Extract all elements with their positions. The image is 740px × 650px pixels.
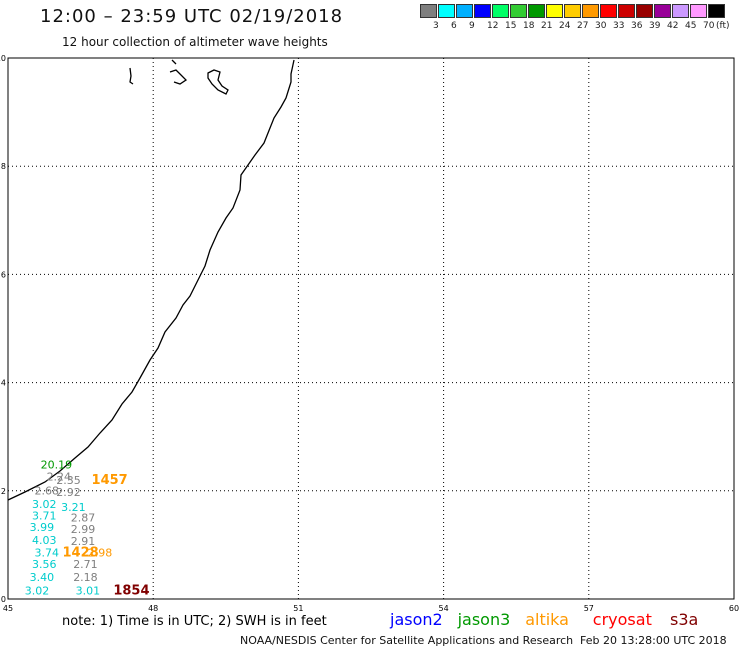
wave-height-label: 3.56	[32, 558, 57, 571]
satellite-cryosat: cryosat	[592, 610, 652, 629]
y-tick-label: 6	[1, 270, 6, 279]
wave-height-label: 3.02	[32, 498, 57, 511]
wave-height-label: 2.24	[47, 471, 72, 484]
satellite-jason3: jason3	[457, 610, 511, 629]
wave-height-label: 3.40	[30, 571, 55, 584]
legend-swatch	[690, 4, 707, 18]
legend-unit: (ft)	[716, 21, 730, 31]
legend-swatch	[492, 4, 509, 18]
legend-swatch	[528, 4, 545, 18]
legend-label: 42	[667, 21, 679, 31]
graticule	[8, 58, 734, 599]
x-tick-label: 54	[439, 604, 449, 613]
wave-height-label: 1457	[92, 473, 128, 488]
legend-label: 12	[487, 21, 499, 31]
y-tick-label: 10	[0, 54, 6, 63]
x-tick-label: 51	[293, 604, 303, 613]
legend-swatch	[546, 4, 563, 18]
wave-height-label: 2.71	[73, 558, 98, 571]
satellite-s3a: s3a	[670, 610, 699, 629]
legend-label: 18	[523, 21, 535, 31]
wave-height-label: 1854	[113, 584, 149, 599]
wave-height-label: 2.99	[71, 523, 96, 536]
wave-height-label: 3.01	[76, 585, 101, 598]
island-2	[169, 59, 188, 85]
chart-title: 12:00 – 23:59 UTC 02/19/2018	[40, 6, 344, 27]
legend-swatch	[564, 4, 581, 18]
legend-label: 30	[595, 21, 607, 31]
legend-label: 21	[541, 21, 553, 31]
plot-border	[7, 57, 735, 600]
x-tick-label: 57	[584, 604, 594, 613]
wave-height-label: 1428	[63, 545, 99, 560]
legend-label: 15	[505, 21, 517, 31]
legend-label: 33	[613, 21, 625, 31]
wave-height-label: 2.98	[88, 546, 113, 559]
legend-swatch	[474, 4, 491, 18]
wave-height-label: 2.92	[56, 486, 81, 499]
footer-note: note: 1) Time is in UTC; 2) SWH is in fe…	[62, 614, 327, 629]
legend-label: 70	[703, 21, 715, 31]
y-tick-label: 4	[1, 379, 6, 388]
axis-labels: 45 48 51 54 57 60 0 2 4 6 8 10	[0, 54, 739, 613]
wave-height-label: 2.35	[56, 474, 81, 487]
credit-timestamp: Feb 20 13:28:00 UTC 2018	[580, 634, 727, 647]
legend-swatch	[600, 4, 617, 18]
legend-swatch	[708, 4, 725, 18]
wave-height-label: 3.21	[61, 501, 86, 514]
satellite-altika: altika	[525, 610, 569, 629]
x-tick-label: 60	[729, 604, 739, 613]
legend-label: 45	[685, 21, 697, 31]
island-1	[129, 67, 134, 85]
legend-swatch	[672, 4, 689, 18]
chart-subtitle: 12 hour collection of altimeter wave hei…	[62, 35, 328, 49]
legend-swatch	[420, 4, 437, 18]
wave-height-label: 3.99	[30, 521, 55, 534]
legend-swatch	[582, 4, 599, 18]
legend-label: 36	[631, 21, 643, 31]
y-tick-label: 0	[1, 595, 6, 604]
y-tick-label: 8	[1, 162, 6, 171]
wave-height-label: 4.03	[32, 534, 57, 547]
wave-height-label: 3.74	[34, 546, 59, 559]
wave-height-label: 3.02	[25, 585, 50, 598]
satellite-jason2: jason2	[390, 610, 443, 629]
y-tick-label: 2	[1, 487, 6, 496]
legend-swatch	[456, 4, 473, 18]
credit-text: NOAA/NESDIS Center for Satellite Applica…	[240, 634, 574, 647]
wave-height-label: 2.18	[73, 571, 98, 584]
coastline	[7, 59, 295, 501]
legend-label: 27	[577, 21, 589, 31]
legend-label: 9	[469, 21, 475, 31]
legend-label: 39	[649, 21, 661, 31]
legend-swatch	[510, 4, 527, 18]
wave-height-label: 2.68	[34, 485, 59, 498]
legend-swatch	[618, 4, 635, 18]
legend-label: 24	[559, 21, 571, 31]
legend-swatch	[654, 4, 671, 18]
legend-swatch	[636, 4, 653, 18]
wave-height-label: 20.19	[41, 459, 73, 472]
legend-label: 3	[433, 21, 439, 31]
x-tick-label: 48	[148, 604, 158, 613]
wave-height-label: 3.71	[32, 509, 57, 522]
wave-height-label: 2.91	[71, 535, 96, 548]
x-tick-label: 45	[3, 604, 13, 613]
wave-height-label: 2.87	[71, 512, 96, 525]
island-3	[207, 69, 229, 95]
somalia-coastline	[7, 59, 295, 501]
legend-swatch	[438, 4, 455, 18]
legend-label: 6	[451, 21, 457, 31]
